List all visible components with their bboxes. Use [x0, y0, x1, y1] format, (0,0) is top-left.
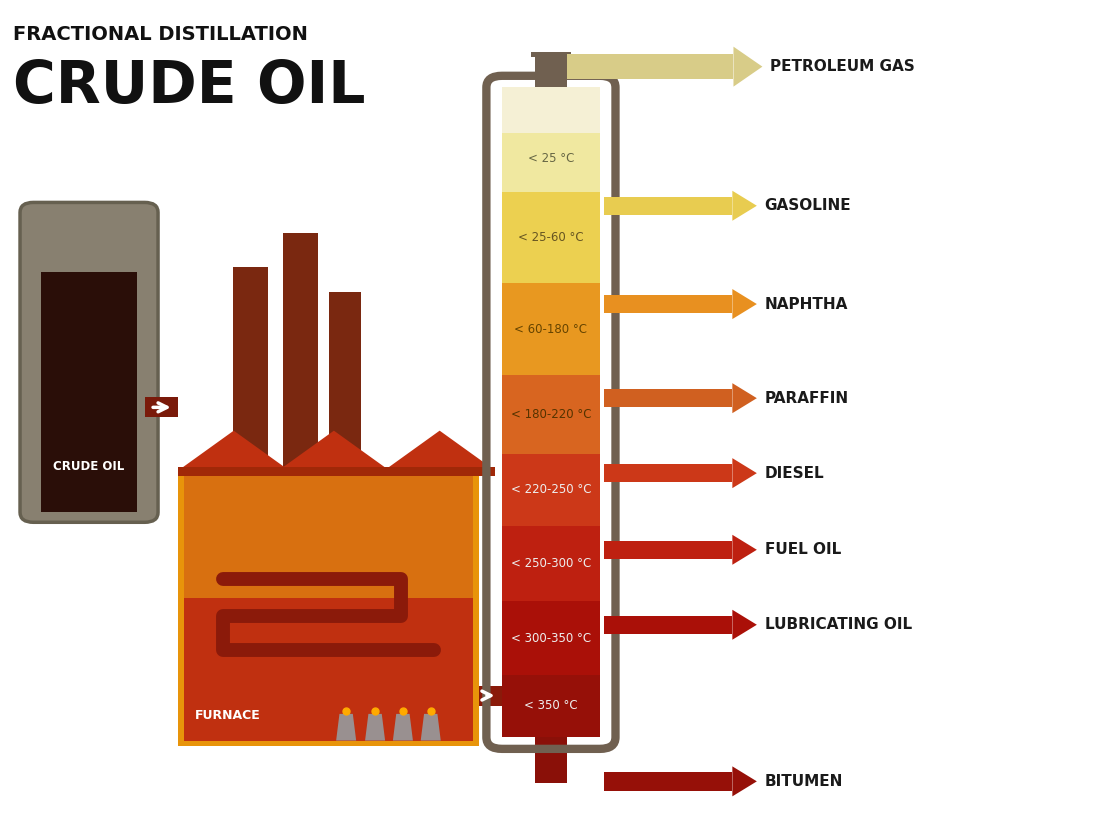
Text: < 250-300 °C: < 250-300 °C — [511, 557, 591, 571]
Bar — [531, 52, 571, 57]
Text: GASOLINE: GASOLINE — [765, 198, 851, 213]
Bar — [278, 467, 390, 476]
Polygon shape — [384, 431, 495, 471]
Bar — [604, 772, 732, 791]
Text: < 25 °C: < 25 °C — [528, 152, 574, 165]
Bar — [502, 283, 600, 375]
Polygon shape — [393, 714, 413, 741]
Bar — [502, 87, 600, 133]
Text: CRUDE OIL: CRUDE OIL — [13, 58, 366, 115]
Bar — [604, 464, 732, 482]
Bar — [604, 616, 732, 634]
Text: PETROLEUM GAS: PETROLEUM GAS — [770, 59, 915, 74]
Polygon shape — [732, 289, 757, 319]
Polygon shape — [732, 458, 757, 488]
Bar — [479, 686, 502, 706]
Bar — [535, 737, 567, 783]
Text: < 350 °C: < 350 °C — [524, 699, 578, 712]
Text: FUEL OIL: FUEL OIL — [765, 542, 841, 557]
Bar — [184, 598, 473, 741]
Bar — [283, 233, 318, 475]
Text: NAPHTHA: NAPHTHA — [765, 297, 848, 312]
Text: PARAFFIN: PARAFFIN — [765, 391, 849, 406]
Text: LUBRICATING OIL: LUBRICATING OIL — [765, 617, 912, 632]
Bar — [604, 389, 732, 407]
Bar — [502, 675, 600, 737]
Polygon shape — [732, 610, 757, 640]
Bar — [233, 267, 268, 475]
FancyBboxPatch shape — [20, 202, 158, 522]
Bar — [178, 471, 479, 746]
Polygon shape — [278, 431, 390, 471]
Bar — [604, 295, 732, 313]
Text: < 25-60 °C: < 25-60 °C — [519, 231, 583, 244]
Polygon shape — [365, 714, 385, 741]
Bar — [41, 272, 137, 512]
Text: < 300-350 °C: < 300-350 °C — [511, 631, 591, 645]
Bar — [502, 526, 600, 601]
Polygon shape — [336, 714, 356, 741]
Text: FURNACE: FURNACE — [195, 709, 260, 722]
Text: < 220-250 °C: < 220-250 °C — [511, 483, 591, 496]
Bar — [502, 601, 600, 675]
Bar — [502, 192, 600, 283]
Polygon shape — [732, 766, 757, 796]
Polygon shape — [732, 535, 757, 565]
Text: CRUDE OIL: CRUDE OIL — [53, 460, 125, 473]
Bar — [502, 375, 600, 454]
Polygon shape — [421, 714, 441, 741]
Bar — [145, 397, 178, 417]
Bar — [329, 292, 361, 475]
Text: < 180-220 °C: < 180-220 °C — [511, 407, 591, 421]
Text: BITUMEN: BITUMEN — [765, 774, 843, 789]
Polygon shape — [732, 383, 757, 413]
Bar — [502, 133, 600, 192]
Bar — [567, 54, 733, 79]
Bar — [178, 467, 289, 476]
Polygon shape — [733, 47, 762, 87]
Bar — [384, 467, 495, 476]
Text: < 60-180 °C: < 60-180 °C — [514, 322, 588, 336]
Polygon shape — [178, 431, 289, 471]
Bar — [535, 56, 567, 87]
Bar — [502, 454, 600, 526]
Text: FRACTIONAL DISTILLATION: FRACTIONAL DISTILLATION — [13, 25, 308, 44]
Bar — [184, 475, 473, 598]
Text: DIESEL: DIESEL — [765, 466, 825, 481]
Polygon shape — [732, 191, 757, 221]
Bar — [604, 197, 732, 215]
Bar — [604, 541, 732, 559]
